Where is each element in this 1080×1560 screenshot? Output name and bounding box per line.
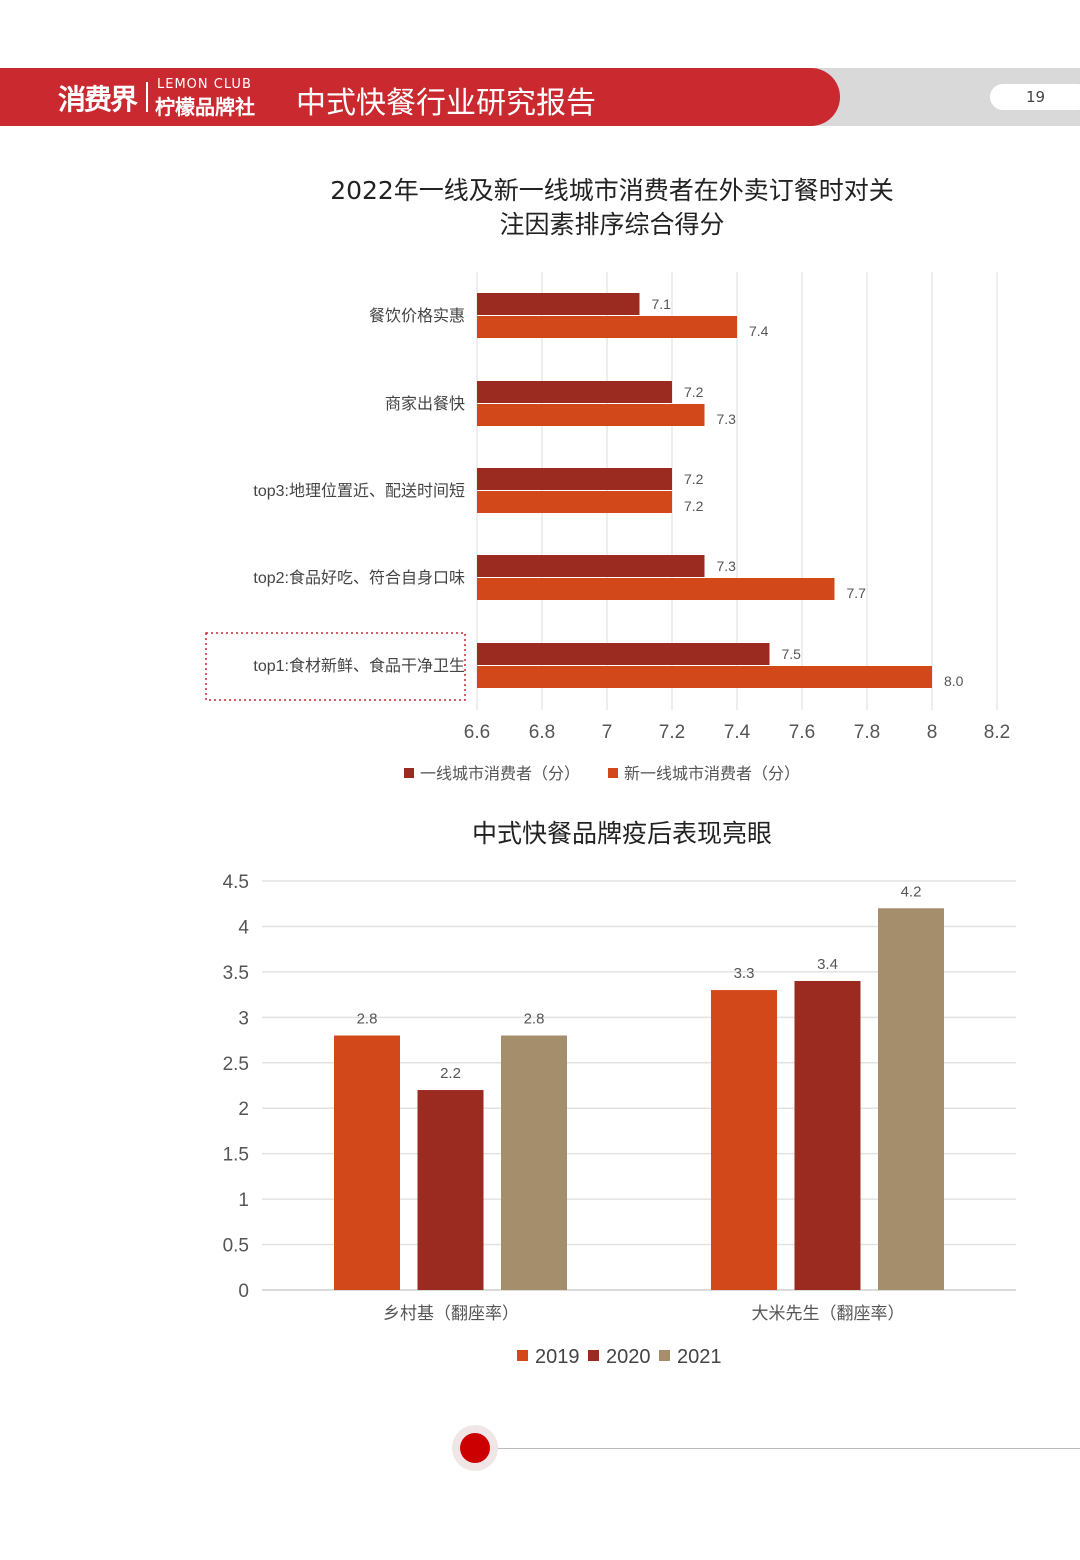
- y-tick-label: 1: [238, 1190, 249, 1211]
- y-tick-label: 2.5: [223, 1054, 249, 1075]
- data-label: 2.2: [440, 1065, 461, 1082]
- legend-swatch: [659, 1350, 670, 1361]
- legend-swatch: [517, 1350, 528, 1361]
- x-tick-label: 7.2: [659, 722, 685, 743]
- data-label: 7.7: [847, 585, 867, 601]
- legend-label: 2021: [677, 1346, 722, 1368]
- report-title: 中式快餐行业研究报告: [296, 86, 596, 121]
- y-category-label: 商家出餐快: [385, 395, 465, 413]
- data-label: 3.4: [817, 956, 838, 973]
- x-tick-label: 7.6: [789, 722, 815, 743]
- bar-2020: [417, 1090, 484, 1290]
- x-tick-label: 8.2: [984, 722, 1010, 743]
- bar-new-tier1: [477, 666, 932, 688]
- data-label: 7.5: [782, 646, 802, 662]
- logo-sub-en: LEMON CLUB: [157, 77, 252, 92]
- chart2-title: 中式快餐品牌疫后表现亮眼: [471, 819, 772, 848]
- logo-divider: [146, 82, 148, 112]
- bar-2020: [794, 980, 861, 1290]
- x-tick-label: 6.6: [464, 722, 490, 743]
- y-category-label: top3:地理位置近、配送时间短: [253, 482, 465, 500]
- bar-tier1: [477, 293, 640, 315]
- page-number: 19: [990, 84, 1080, 110]
- bar-tier1: [477, 468, 672, 490]
- bar-2021: [878, 908, 944, 1290]
- bar-new-tier1: [477, 578, 835, 600]
- y-tick-label: 3: [238, 1008, 249, 1029]
- x-tick-label: 6.8: [529, 722, 555, 743]
- legend-swatch: [588, 1350, 599, 1361]
- header-red-band: [0, 68, 840, 126]
- data-label: 7.3: [717, 411, 737, 427]
- bar-new-tier1: [477, 316, 737, 338]
- bar-tier1: [477, 381, 672, 403]
- legend-label: 新一线城市消费者（分）: [624, 765, 800, 783]
- y-tick-label: 3.5: [223, 963, 249, 984]
- data-label: 7.2: [684, 384, 704, 400]
- bar-new-tier1: [477, 491, 672, 513]
- y-tick-label: 1.5: [223, 1145, 249, 1166]
- y-category-label: top1:食材新鲜、食品干净卫生: [253, 657, 465, 675]
- y-tick-label: 0.5: [223, 1236, 249, 1257]
- footer-dot: [452, 1425, 498, 1471]
- chart1-title-line2: 注因素排序综合得分: [499, 210, 725, 239]
- x-tick-label: 7.4: [724, 722, 751, 743]
- bar-2021: [501, 1035, 567, 1290]
- legend-swatch: [608, 768, 618, 778]
- data-label: 7.4: [749, 323, 769, 339]
- legend-label: 2020: [606, 1346, 651, 1368]
- y-tick-label: 4: [238, 917, 249, 938]
- bar-tier1: [477, 555, 705, 577]
- data-label: 7.2: [684, 471, 704, 487]
- bar-2019: [711, 990, 777, 1290]
- chart1-title-line1: 2022年一线及新一线城市消费者在外卖订餐时对关: [330, 176, 894, 205]
- data-label: 7.1: [652, 296, 672, 312]
- highlight-box: [205, 632, 466, 701]
- x-tick-label: 7.8: [854, 722, 880, 743]
- data-label: 8.0: [944, 673, 964, 689]
- y-category-label: top2:食品好吃、符合自身口味: [253, 569, 465, 587]
- data-label: 4.2: [901, 883, 922, 900]
- y-tick-label: 4.5: [223, 872, 249, 893]
- data-label: 3.3: [734, 965, 755, 982]
- y-tick-label: 0: [238, 1281, 249, 1302]
- data-label: 2.8: [524, 1011, 545, 1028]
- bar-tier1: [477, 643, 770, 665]
- data-label: 7.2: [684, 498, 704, 514]
- legend-swatch: [404, 768, 414, 778]
- logo-sub-cn: 柠檬品牌社: [155, 95, 255, 119]
- y-category-label: 餐饮价格实惠: [369, 307, 465, 325]
- x-category-label: 乡村基（翻座率）: [383, 1304, 519, 1323]
- bar-2019: [334, 1035, 400, 1290]
- logo-main: 消费界: [58, 83, 138, 116]
- x-category-label: 大米先生（翻座率）: [752, 1304, 905, 1323]
- y-tick-label: 2: [238, 1099, 249, 1120]
- legend-label: 一线城市消费者（分）: [420, 765, 580, 783]
- legend-label: 2019: [535, 1346, 580, 1368]
- footer-line: [495, 1448, 1080, 1449]
- x-tick-label: 7: [602, 722, 613, 743]
- x-tick-label: 8: [927, 722, 938, 743]
- bar-new-tier1: [477, 404, 705, 426]
- data-label: 7.3: [717, 558, 737, 574]
- data-label: 2.8: [357, 1011, 378, 1028]
